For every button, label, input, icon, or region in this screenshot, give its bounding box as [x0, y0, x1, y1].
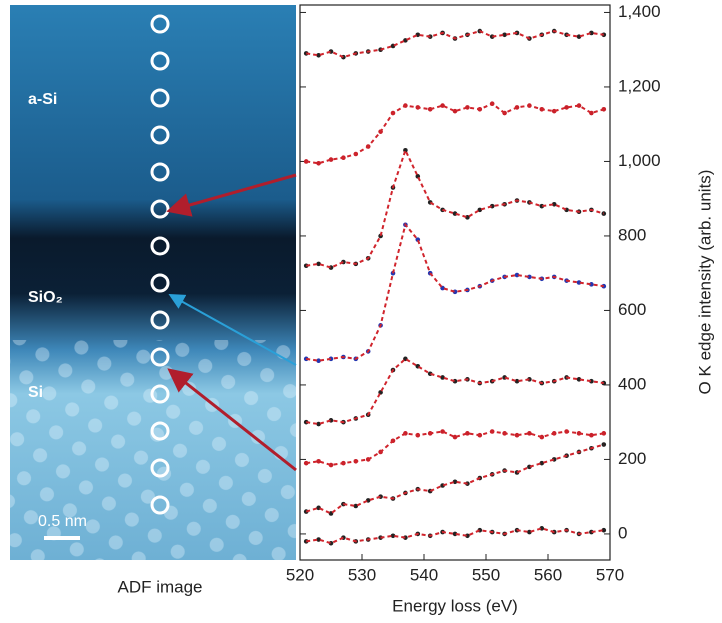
layer-label: Si [28, 384, 43, 401]
y-tick-label: 1,000 [618, 151, 661, 170]
data-point [316, 358, 321, 364]
fit-line [306, 147, 605, 269]
image-caption: ADF image [117, 577, 202, 596]
layer-label: a-Si [28, 91, 57, 108]
probe-positions [150, 14, 170, 515]
x-tick-label: 570 [596, 565, 624, 584]
plot-frame [299, 4, 611, 561]
data-point [564, 105, 569, 110]
fit-line [306, 527, 604, 545]
arrow [167, 368, 297, 472]
x-tick-label: 520 [286, 565, 314, 584]
fit-line [306, 222, 604, 362]
y-tick-label: 1,400 [618, 2, 661, 21]
y-tick-label: 200 [618, 449, 646, 468]
fit-line [306, 357, 604, 426]
data-point [316, 458, 321, 464]
fit-line [306, 430, 604, 467]
y-tick-label: 800 [618, 225, 646, 244]
data-point [502, 32, 507, 38]
scale-bar-label: 0.5 nm [38, 513, 87, 530]
x-tick-label: 540 [410, 565, 438, 584]
data-point [316, 421, 321, 427]
x-axis-label: Energy loss (eV) [392, 596, 518, 615]
x-tick-label: 530 [348, 565, 376, 584]
x-tick-label: 560 [534, 565, 562, 584]
data-point [390, 533, 396, 539]
data-point [316, 261, 321, 267]
fit-line [306, 102, 605, 165]
y-tick-label: 600 [618, 300, 646, 319]
arrow [166, 173, 297, 217]
data-point [539, 460, 545, 466]
data-point [601, 527, 607, 533]
y-tick-label: 1,200 [618, 76, 661, 95]
layer-label: SiO₂ [28, 289, 63, 306]
data-point [514, 378, 520, 384]
fit-line [306, 30, 604, 59]
data-point [316, 52, 321, 58]
x-tick-label: 550 [472, 565, 500, 584]
y-tick-label: 400 [618, 374, 646, 393]
data-point [589, 432, 594, 438]
y-axis-label: O K edge intensity (arb. units) [695, 170, 714, 395]
y-tick-label: 0 [618, 523, 627, 542]
data-point [316, 161, 321, 166]
arrow [168, 294, 297, 366]
data-point [316, 537, 321, 542]
lattice [10, 340, 296, 560]
